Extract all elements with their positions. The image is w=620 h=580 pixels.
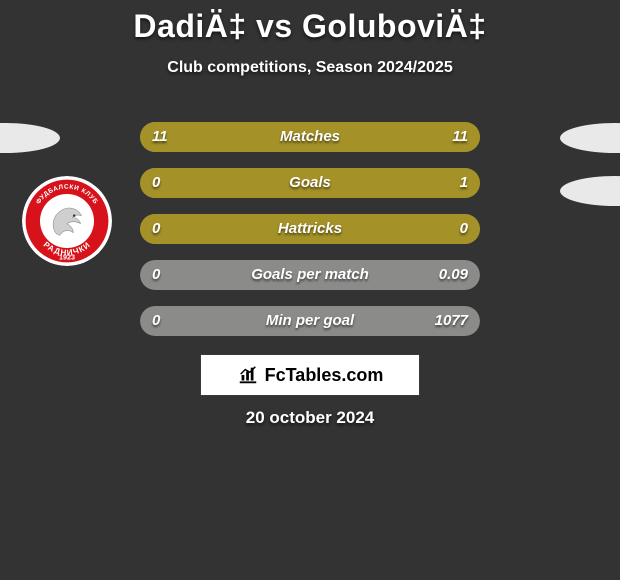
player-right-oval-2 <box>560 176 620 206</box>
stat-label: Goals <box>140 168 480 198</box>
club-badge-svg: ФУДБАЛСКИ КЛУБ РАДНИЧКИ 1923 <box>22 176 112 266</box>
stat-row: 1111Matches <box>140 122 480 152</box>
stat-label: Hattricks <box>140 214 480 244</box>
stats-container: 1111Matches 01Goals 00Hattricks 00.09Goals … <box>140 122 480 352</box>
date-text: 20 october 2024 <box>0 408 620 428</box>
club-badge: ФУДБАЛСКИ КЛУБ РАДНИЧКИ 1923 <box>22 176 112 266</box>
player-right-oval-1 <box>560 123 620 153</box>
fctables-logo[interactable]: FcTables.com <box>200 354 420 396</box>
player-left-oval <box>0 123 60 153</box>
stat-row: 01077Min per goal <box>140 306 480 336</box>
page-title: DadiÄ‡ vs GoluboviÄ‡ <box>0 0 620 45</box>
stat-row: 00Hattricks <box>140 214 480 244</box>
chart-icon <box>237 364 259 386</box>
fctables-logo-text: FcTables.com <box>265 365 384 386</box>
stat-label: Goals per match <box>140 260 480 290</box>
stat-row: 01Goals <box>140 168 480 198</box>
svg-text:1923: 1923 <box>59 253 75 262</box>
stat-label: Min per goal <box>140 306 480 336</box>
stat-row: 00.09Goals per match <box>140 260 480 290</box>
page-subtitle: Club competitions, Season 2024/2025 <box>0 59 620 77</box>
stat-label: Matches <box>140 122 480 152</box>
